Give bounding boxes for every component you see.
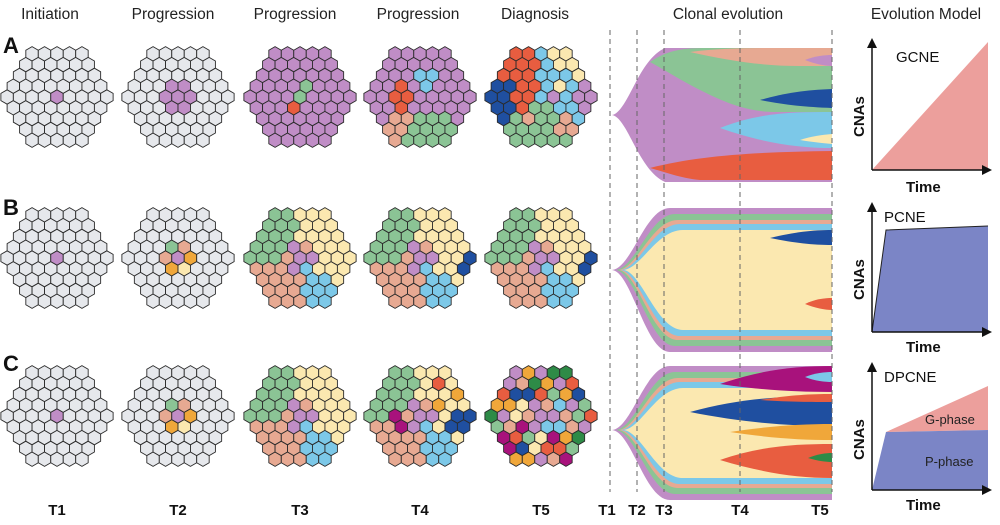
- hex-label-t1: T1: [48, 502, 66, 519]
- fish-label-t3: T3: [655, 502, 673, 519]
- tumor-grid-row2-t1: [0, 207, 114, 309]
- header-progression-2: Progression: [254, 6, 337, 23]
- gcne-fill: [872, 42, 988, 170]
- arrow-right-icon: [982, 165, 992, 175]
- hex-cell: [463, 250, 477, 266]
- row-label-c: C: [3, 351, 19, 376]
- arrow-up-icon: [867, 38, 877, 48]
- header-progression-3: Progression: [377, 6, 460, 23]
- tumor-grid-row2-t4: [363, 207, 477, 309]
- header-evolution-model: Evolution Model: [871, 6, 981, 23]
- hex-cell: [463, 408, 477, 424]
- clone-red-b: [805, 298, 832, 310]
- arrow-up-icon: [867, 362, 877, 372]
- tumor-hexagon-grids: [0, 46, 598, 467]
- hex-label-t5: T5: [532, 502, 550, 519]
- hex-cell: [221, 250, 235, 266]
- fish-label-t2: T2: [628, 502, 646, 519]
- arrow-right-icon: [982, 327, 992, 337]
- hex-cell: [584, 250, 598, 266]
- tumor-grid-row1-t4: [363, 46, 477, 148]
- model-name-pcne: PCNE: [884, 209, 926, 226]
- clone-darkgreen-c: [808, 453, 832, 462]
- clone-navy-c: [690, 396, 832, 426]
- x-axis-label-a: Time: [906, 179, 941, 196]
- dpcne-g-phase-fill: [886, 386, 988, 432]
- clone-red-a: [650, 151, 832, 180]
- clone-red-c-2: [720, 444, 832, 478]
- x-axis-label-c: Time: [906, 497, 941, 514]
- clone-navy-b: [770, 230, 832, 245]
- y-axis-label-b: CNAs: [851, 259, 868, 300]
- fish-label-t4: T4: [731, 502, 749, 519]
- model-panel-pcne: PCNE Time CNAs: [851, 202, 992, 356]
- hex-cell: [343, 89, 357, 105]
- clone-magenta-c: [720, 366, 832, 392]
- tumor-grid-row3-t5: [484, 365, 598, 467]
- clone-sky-c-2: [805, 372, 832, 382]
- tumor-grid-row3-t2: [121, 365, 235, 467]
- model-name-dpcne: DPCNE: [884, 369, 937, 386]
- hex-cell: [221, 408, 235, 424]
- p-phase-label: P-phase: [925, 454, 973, 469]
- hex-cell: [463, 89, 477, 105]
- model-name-gcne: GCNE: [896, 49, 939, 66]
- header-diagnosis: Diagnosis: [501, 6, 569, 23]
- pcne-fill: [872, 226, 988, 332]
- model-panel-dpcne: DPCNE G-phase P-phase Time CNAs: [851, 362, 992, 514]
- tumor-grid-row1-t1: [0, 46, 114, 148]
- header-clonal-evolution: Clonal evolution: [673, 6, 783, 23]
- clone-yellow-b: [624, 230, 832, 330]
- tumor-grid-row1-t2: [121, 46, 235, 148]
- clone-navy-a: [760, 89, 832, 108]
- hex-cell: [584, 408, 598, 424]
- tumor-grid-row1-t3: [243, 46, 357, 148]
- dpcne-p-phase-fill: [872, 430, 988, 490]
- hex-cell: [221, 89, 235, 105]
- timepoint-dashed-lines: [609, 30, 833, 492]
- hex-cell: [584, 89, 598, 105]
- hex-label-t3: T3: [291, 502, 309, 519]
- clone-orange-c: [730, 424, 832, 440]
- tumor-grid-row3-t1: [0, 365, 114, 467]
- clonal-evolution-plots: [609, 30, 833, 500]
- tumor-grid-row3-t4: [363, 365, 477, 467]
- clone-yellow-a: [800, 134, 832, 144]
- fish-plot-b: [612, 208, 832, 352]
- model-panel-gcne: GCNE Time CNAs: [851, 38, 992, 196]
- hex-cell: [343, 250, 357, 266]
- y-axis-label-a: CNAs: [851, 96, 868, 137]
- arrow-right-icon: [982, 485, 992, 495]
- tumor-grid-row2-t5: [484, 207, 598, 309]
- header-progression-1: Progression: [132, 6, 215, 23]
- hex-cell: [100, 250, 114, 266]
- hex-label-t4: T4: [411, 502, 429, 519]
- fish-label-t1: T1: [598, 502, 616, 519]
- tumor-grid-row2-t2: [121, 207, 235, 309]
- x-axis-label-b: Time: [906, 339, 941, 356]
- clone-salmon-a: [690, 48, 832, 66]
- y-axis-label-c: CNAs: [851, 419, 868, 460]
- fish-plot-a: [612, 48, 832, 182]
- g-phase-label: G-phase: [925, 412, 975, 427]
- row-label-a: A: [3, 33, 19, 58]
- row-label-b: B: [3, 195, 19, 220]
- fish-label-t5: T5: [811, 502, 829, 519]
- hex-cell: [343, 408, 357, 424]
- clone-magenta-a: [805, 55, 832, 66]
- hex-cell: [100, 89, 114, 105]
- tumor-grid-row1-t5: [484, 46, 598, 148]
- fish-plot-c: [612, 366, 832, 500]
- hex-label-t2: T2: [169, 502, 187, 519]
- tumor-grid-row3-t3: [243, 365, 357, 467]
- clone-red-c-1: [760, 394, 832, 402]
- header-initiation: Initiation: [21, 6, 79, 23]
- hex-cell: [100, 408, 114, 424]
- arrow-up-icon: [867, 202, 877, 212]
- tumor-grid-row2-t3: [243, 207, 357, 309]
